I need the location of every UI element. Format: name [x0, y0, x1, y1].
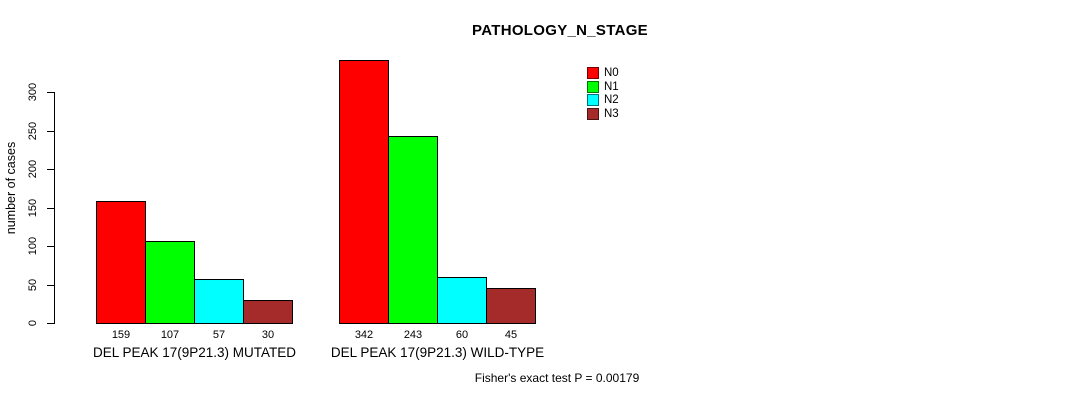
y-tick-mark: [47, 246, 54, 247]
y-tick-label: 200: [27, 159, 39, 179]
bar-n2-group1: [194, 279, 244, 324]
bar-value-label: 45: [504, 329, 518, 341]
category-label-group2: DEL PEAK 17(9P21.3) WILD-TYPE: [330, 345, 545, 360]
y-tick-mark: [47, 284, 54, 286]
legend-swatch-n0: [587, 67, 599, 79]
y-tick-mark: [47, 130, 54, 132]
bar-n2-group2: [437, 276, 487, 324]
bar-value-label: 243: [403, 329, 423, 341]
y-tick-label: 300: [27, 82, 39, 102]
legend-label-n0: N0: [604, 67, 619, 79]
bar-n0-group2: [339, 59, 389, 324]
y-tick-label: 100: [27, 236, 39, 256]
y-tick-mark: [47, 92, 54, 93]
y-tick-label: 150: [27, 198, 39, 217]
y-tick-label: 0: [27, 319, 39, 327]
y-tick-label: 50: [27, 278, 39, 291]
y-axis-line: [54, 92, 55, 324]
bar-n1-group2: [388, 135, 438, 324]
y-tick-label: 250: [27, 121, 39, 140]
y-tick-mark: [47, 169, 54, 170]
bar-value-label: 107: [160, 329, 180, 341]
bar-value-label: 60: [455, 329, 469, 341]
bar-value-label: 342: [354, 329, 374, 341]
stat-test-annotation: Fisher's exact test P = 0.00179: [474, 371, 640, 385]
legend-swatch-n2: [587, 94, 599, 106]
bar-value-label: 159: [111, 329, 131, 341]
bar-value-label: 30: [261, 329, 275, 341]
y-tick-mark: [47, 207, 54, 209]
bar-n3-group1: [243, 299, 293, 324]
bar-n0-group1: [96, 200, 146, 324]
category-label-group1: DEL PEAK 17(9P21.3) MUTATED: [92, 345, 297, 360]
legend-label-n2: N2: [604, 94, 619, 106]
y-tick-mark: [47, 323, 54, 324]
legend-label-n1: N1: [604, 80, 619, 93]
y-axis-label: number of cases: [4, 141, 18, 235]
legend-label-n3: N3: [604, 107, 619, 120]
legend-swatch-n1: [587, 80, 599, 93]
bar-n3-group2: [486, 288, 536, 324]
bar-n1-group1: [145, 240, 195, 324]
chart-title: PATHOLOGY_N_STAGE: [472, 22, 648, 39]
bar-value-label: 57: [212, 329, 226, 341]
legend-swatch-n3: [587, 107, 599, 120]
